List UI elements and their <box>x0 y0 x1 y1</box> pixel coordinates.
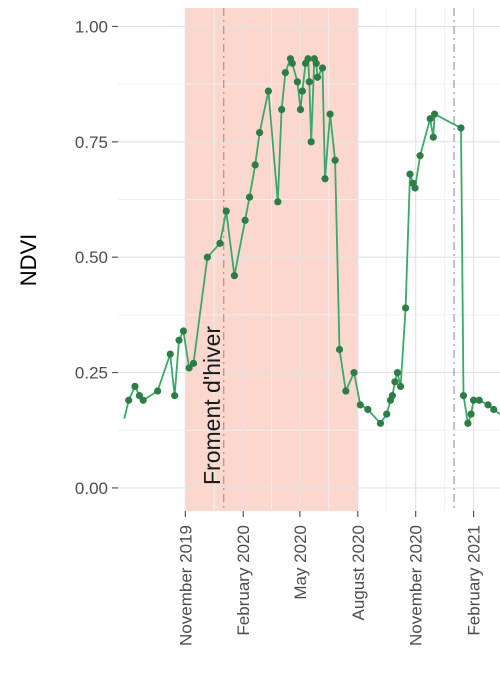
ndvi-data-point <box>281 69 290 77</box>
ndvi-data-point <box>459 392 468 400</box>
ndvi-data-point <box>469 396 478 404</box>
ndvi-data-point <box>388 392 396 400</box>
ndvi-data-point <box>464 419 472 427</box>
ndvi-data-point <box>313 73 322 81</box>
ndvi-data-point <box>222 207 230 215</box>
ndvi-data-point <box>293 78 301 86</box>
ndvi-data-point <box>426 115 434 123</box>
x-tick-label: November 2019 <box>176 525 195 646</box>
ndvi-data-point <box>356 401 364 409</box>
ndvi-data-point <box>396 382 405 391</box>
ndvi-data-point <box>342 387 350 395</box>
ndvi-data-point <box>304 55 312 63</box>
ndvi-data-point <box>383 410 391 418</box>
ndvi-data-point <box>251 161 259 169</box>
y-tick-label: 0.25 <box>75 364 108 383</box>
ndvi-data-point <box>307 138 315 146</box>
ndvi-data-point <box>416 152 424 160</box>
ndvi-data-point <box>429 133 437 141</box>
x-tick-label: August 2020 <box>349 525 368 620</box>
ndvi-data-point <box>475 396 483 404</box>
ndvi-data-point <box>393 368 402 377</box>
ndvi-data-point <box>131 382 139 391</box>
ndvi-data-point <box>154 387 162 395</box>
ndvi-data-point <box>305 78 313 86</box>
ndvi-data-point <box>406 170 414 178</box>
ndvi-data-point <box>179 327 188 335</box>
ndvi-data-point <box>350 368 358 377</box>
ndvi-data-point <box>490 405 498 414</box>
ndvi-data-point <box>203 253 211 261</box>
ndvi-data-point <box>376 419 385 427</box>
ndvi-data-point <box>457 124 465 132</box>
ndvi-data-point <box>391 378 399 386</box>
ndvi-data-point <box>245 193 254 201</box>
ndvi-data-point <box>430 110 439 118</box>
ndvi-data-point <box>467 410 475 418</box>
ndvi-data-point <box>175 336 183 344</box>
ndvi-data-point <box>326 110 334 118</box>
ndvi-data-point <box>230 272 239 280</box>
ndvi-data-point <box>484 401 492 409</box>
ndvi-data-point <box>125 396 133 404</box>
ndvi-data-point <box>216 239 224 247</box>
ndvi-data-point <box>241 216 249 224</box>
x-tick-label: February 2021 <box>465 525 484 636</box>
y-tick-label: 0.00 <box>75 479 108 498</box>
ndvi-data-point <box>318 64 327 72</box>
ndvi-data-point <box>288 59 296 67</box>
y-tick-label: 0.50 <box>75 248 108 267</box>
ndvi-data-point <box>402 304 410 312</box>
ndvi-data-point <box>274 198 282 206</box>
ndvi-data-point <box>296 105 305 114</box>
ndvi-data-point <box>166 350 174 358</box>
ndvi-data-point <box>321 175 329 183</box>
ndvi-data-point <box>171 392 179 400</box>
x-tick-label: May 2020 <box>291 525 310 600</box>
ndvi-data-point <box>189 359 198 367</box>
ndvi-data-point <box>264 87 273 95</box>
x-tick-label: November 2020 <box>407 525 426 646</box>
ndvi-data-point <box>278 105 286 114</box>
crop-season-label: Froment d'hiver <box>199 326 225 485</box>
ndvi-data-point <box>298 87 306 95</box>
x-tick-label: February 2020 <box>234 525 253 636</box>
ndvi-data-point <box>139 396 147 404</box>
ndvi-data-point <box>335 345 344 354</box>
ndvi-data-point <box>411 184 419 192</box>
y-tick-label: 0.75 <box>75 133 108 152</box>
ndvi-data-point <box>185 364 193 372</box>
y-tick-label: 1.00 <box>75 17 108 36</box>
ndvi-data-point <box>364 405 372 414</box>
y-axis-title: NDVI <box>16 234 41 287</box>
ndvi-data-point <box>255 128 264 137</box>
ndvi-data-point <box>312 59 320 67</box>
ndvi-data-point <box>331 156 339 164</box>
